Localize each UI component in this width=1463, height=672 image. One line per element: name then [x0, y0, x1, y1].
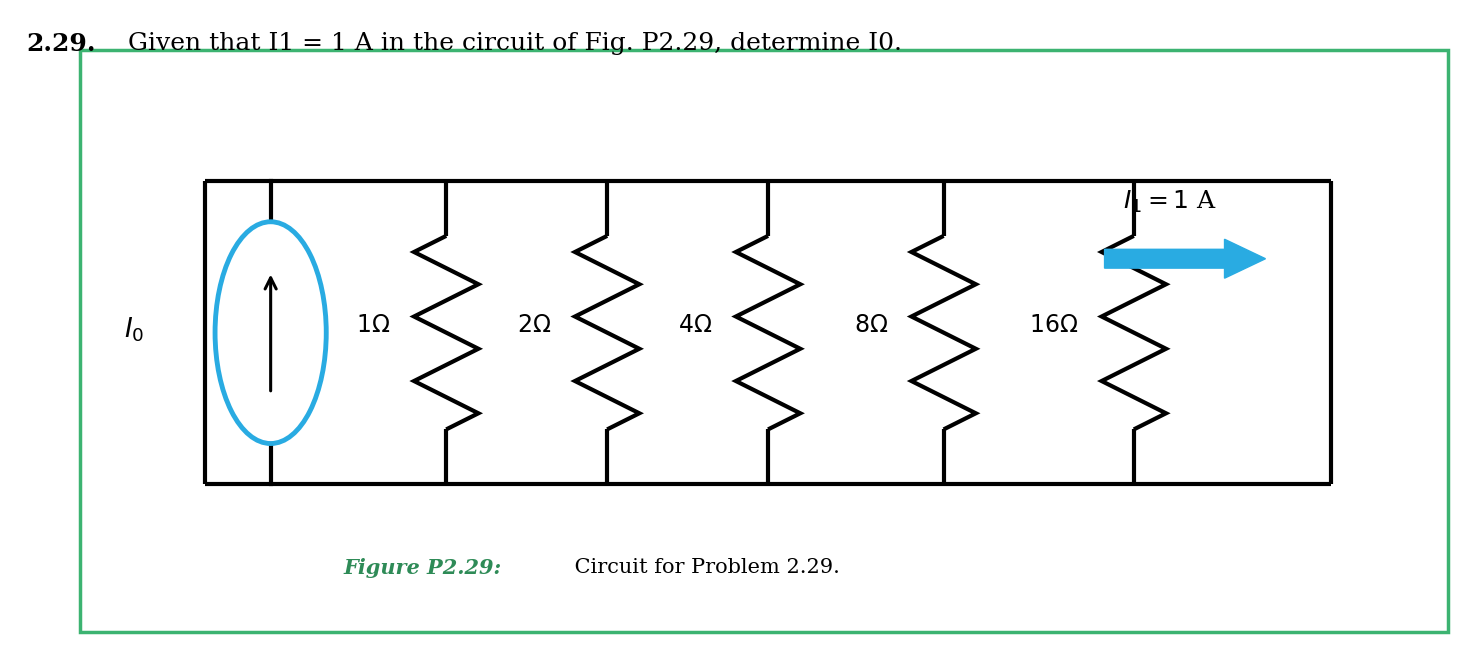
- FancyBboxPatch shape: [80, 50, 1448, 632]
- Text: Given that I1 = 1 A in the circuit of Fig. P2.29, determine I0.: Given that I1 = 1 A in the circuit of Fi…: [120, 32, 903, 55]
- Text: $1 Ω$: $1 Ω$: [357, 314, 391, 337]
- Text: $16 Ω$: $16 Ω$: [1028, 314, 1078, 337]
- Text: Circuit for Problem 2.29.: Circuit for Problem 2.29.: [568, 558, 840, 577]
- Text: Figure P2.29:: Figure P2.29:: [344, 558, 502, 578]
- Text: $8 Ω$: $8 Ω$: [854, 314, 888, 337]
- Text: $I_0$: $I_0$: [124, 315, 145, 343]
- Text: $I_1 = 1$ A: $I_1 = 1$ A: [1124, 189, 1217, 214]
- Text: 2.29.: 2.29.: [26, 32, 97, 56]
- Text: $2 Ω$: $2 Ω$: [518, 314, 552, 337]
- Ellipse shape: [215, 222, 326, 444]
- FancyArrow shape: [1105, 239, 1265, 278]
- Text: $4 Ω$: $4 Ω$: [679, 314, 712, 337]
